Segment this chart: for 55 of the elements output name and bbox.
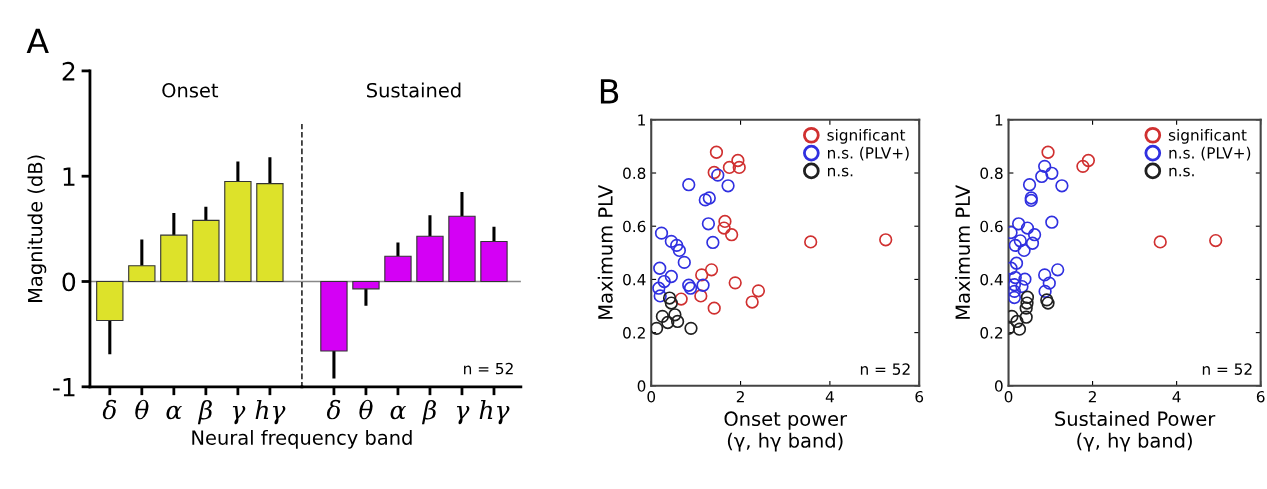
x-tick-label: 0 xyxy=(647,390,656,403)
x-axis-title: Sustained Power (γ, hγ band) xyxy=(1055,411,1216,452)
chart-title: B xyxy=(600,79,619,104)
y-tick-label: 0.6 xyxy=(980,220,1003,233)
y-tick-label: 0.4 xyxy=(623,273,646,286)
legend-label: significant xyxy=(1168,128,1247,144)
x-tick-label: hγ xyxy=(479,399,510,425)
chart-subtitle: Onset xyxy=(162,82,219,98)
legend-label: significant xyxy=(827,128,906,144)
y-tick-label: 0 xyxy=(994,380,1003,392)
y-tick-label: 0.6 xyxy=(623,220,646,233)
y-tick-label: 1 xyxy=(638,114,645,126)
legend-label: n.s. (PLV+) xyxy=(1169,146,1251,161)
legend-label: n.s. xyxy=(1169,167,1194,177)
y-axis-title: Maximum PLV xyxy=(955,185,971,319)
chart-title: A xyxy=(26,28,49,54)
y-tick-label: -1 xyxy=(53,378,75,397)
chart-subtitle: Sustained xyxy=(367,82,461,98)
x-tick-label: α xyxy=(166,405,182,420)
y-tick-label: 0 xyxy=(637,380,646,392)
y-tick-label: 0.8 xyxy=(980,167,1003,180)
x-tick-label: α xyxy=(390,405,406,420)
x-axis-title: Neural frequency band xyxy=(192,429,412,449)
x-tick-label: 0 xyxy=(1004,390,1013,403)
annotation: n = 52 xyxy=(1202,363,1252,375)
annotation: n = 52 xyxy=(860,363,910,375)
y-tick-label: 1 xyxy=(63,167,75,186)
x-tick-label: θ xyxy=(135,399,149,420)
y-axis-title: Magnitude (dB) xyxy=(27,155,47,302)
y-tick-label: 0.8 xyxy=(623,167,646,180)
y-tick-label: 0 xyxy=(62,272,76,292)
x-tick-label: β xyxy=(197,399,212,425)
y-tick-label: 1 xyxy=(995,114,1003,126)
x-tick-label: 6 xyxy=(915,390,924,403)
y-tick-label: 0.2 xyxy=(623,327,645,339)
y-axis-title: Maximum PLV xyxy=(597,185,613,319)
x-tick-label: δ xyxy=(102,399,117,420)
x-tick-label: γ xyxy=(232,405,246,425)
x-tick-label: 6 xyxy=(1256,390,1265,403)
y-tick-label: 0.4 xyxy=(980,273,1003,286)
annotation: n = 52 xyxy=(464,362,513,375)
legend-label: n.s. (PLV+) xyxy=(828,146,909,161)
y-tick-label: 0.2 xyxy=(980,327,1003,339)
x-tick-label: 2 xyxy=(1088,390,1096,403)
x-tick-label: 4 xyxy=(1172,391,1181,403)
x-tick-label: β xyxy=(421,399,436,425)
x-tick-label: γ xyxy=(456,405,470,425)
x-tick-label: 4 xyxy=(825,391,834,403)
legend-label: n.s. xyxy=(828,167,853,177)
x-axis-title: Onset power (γ, hγ band) xyxy=(724,411,848,452)
x-tick-label: 2 xyxy=(736,390,744,403)
x-tick-label: δ xyxy=(326,399,341,420)
y-tick-label: 2 xyxy=(62,61,75,81)
x-tick-label: hγ xyxy=(255,399,286,425)
x-tick-label: θ xyxy=(359,399,373,420)
